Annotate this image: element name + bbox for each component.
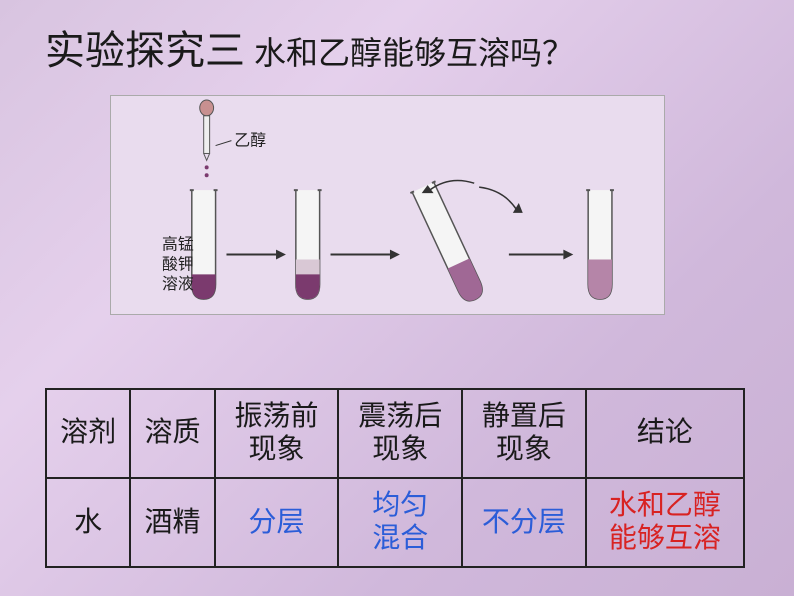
kmno4-label-2: 酸钾 xyxy=(162,255,194,273)
cell-after-shake: 均匀混合 xyxy=(338,478,462,567)
header-solute: 溶质 xyxy=(130,389,214,478)
title-main: 实验探究三 xyxy=(45,28,245,73)
test-tube-4 xyxy=(586,190,614,299)
arrow-1 xyxy=(226,250,285,260)
cell-after-standing: 不分层 xyxy=(462,478,586,567)
cell-conclusion: 水和乙醇能够互溶 xyxy=(586,478,744,567)
cell-before: 分层 xyxy=(215,478,339,567)
dropper-icon xyxy=(200,100,214,177)
header-before: 振荡前现象 xyxy=(215,389,339,478)
diagram-svg: 乙醇 高锰 酸钾 溶液 xyxy=(111,96,664,314)
ethanol-label: 乙醇 xyxy=(234,132,266,150)
header-after-shake: 震荡后现象 xyxy=(338,389,462,478)
cell-solute: 酒精 xyxy=(130,478,214,567)
arrow-3 xyxy=(509,250,573,260)
experiment-diagram: 乙醇 高锰 酸钾 溶液 xyxy=(110,95,665,315)
cell-solvent: 水 xyxy=(46,478,130,567)
results-table-wrap: 溶剂 溶质 振荡前现象 震荡后现象 静置后现象 结论 水 酒精 分层 均匀混合 … xyxy=(45,388,745,568)
test-tube-1 xyxy=(190,190,218,299)
header-conclusion: 结论 xyxy=(586,389,744,478)
kmno4-label-3: 溶液 xyxy=(162,275,194,293)
header-after-standing: 静置后现象 xyxy=(462,389,586,478)
table-data-row: 水 酒精 分层 均匀混合 不分层 水和乙醇能够互溶 xyxy=(46,478,744,567)
test-tube-2 xyxy=(294,190,322,299)
slide-title: 实验探究三 水和乙醇能够互溶吗？ xyxy=(45,18,574,76)
header-solvent: 溶剂 xyxy=(46,389,130,478)
title-sub: 水和乙醇能够互溶吗？ xyxy=(254,35,574,71)
kmno4-label-1: 高锰 xyxy=(162,236,194,254)
results-table: 溶剂 溶质 振荡前现象 震荡后现象 静置后现象 结论 水 酒精 分层 均匀混合 … xyxy=(45,388,745,568)
table-header-row: 溶剂 溶质 振荡前现象 震荡后现象 静置后现象 结论 xyxy=(46,389,744,478)
arrow-2 xyxy=(331,250,400,260)
test-tube-3 xyxy=(410,181,487,305)
